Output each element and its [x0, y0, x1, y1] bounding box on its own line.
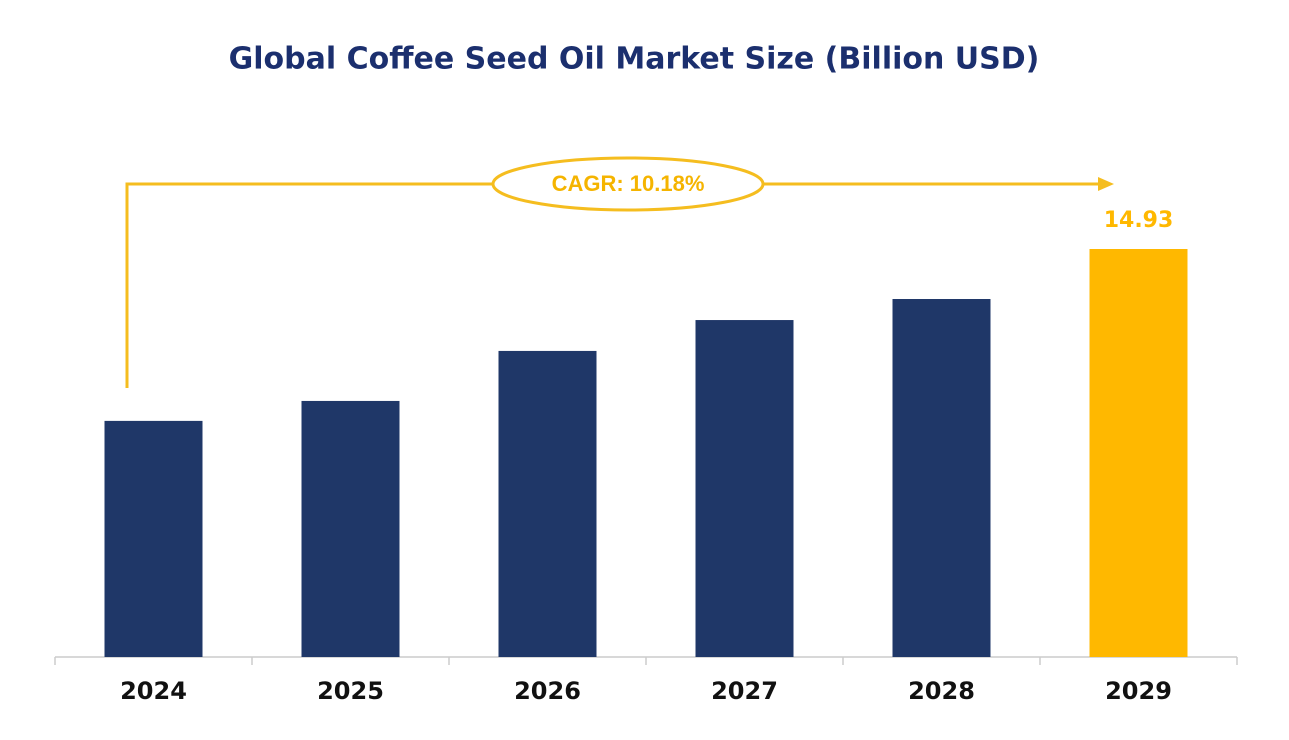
cagr-label: CAGR: 10.18%: [552, 171, 705, 196]
bar: [301, 400, 400, 657]
cagr-arrow: [125, 182, 1100, 388]
bar: [695, 320, 794, 657]
bar: [104, 420, 203, 657]
bar: [1089, 249, 1188, 657]
arrow-head: [1098, 177, 1114, 191]
bar: [498, 350, 597, 657]
bar: [892, 299, 991, 657]
x-tick-label: 2026: [514, 677, 581, 705]
x-tick-label: 2027: [711, 677, 778, 705]
x-tick-label: 2025: [317, 677, 384, 705]
x-tick-label: 2024: [120, 677, 187, 705]
x-tick-label: 2029: [1105, 677, 1172, 705]
cagr-ellipse: [491, 156, 765, 212]
value-label: 14.93: [1104, 208, 1174, 233]
x-tick-label: 2028: [908, 677, 975, 705]
chart-title: Global Coffee Seed Oil Market Size (Bill…: [229, 42, 1040, 77]
